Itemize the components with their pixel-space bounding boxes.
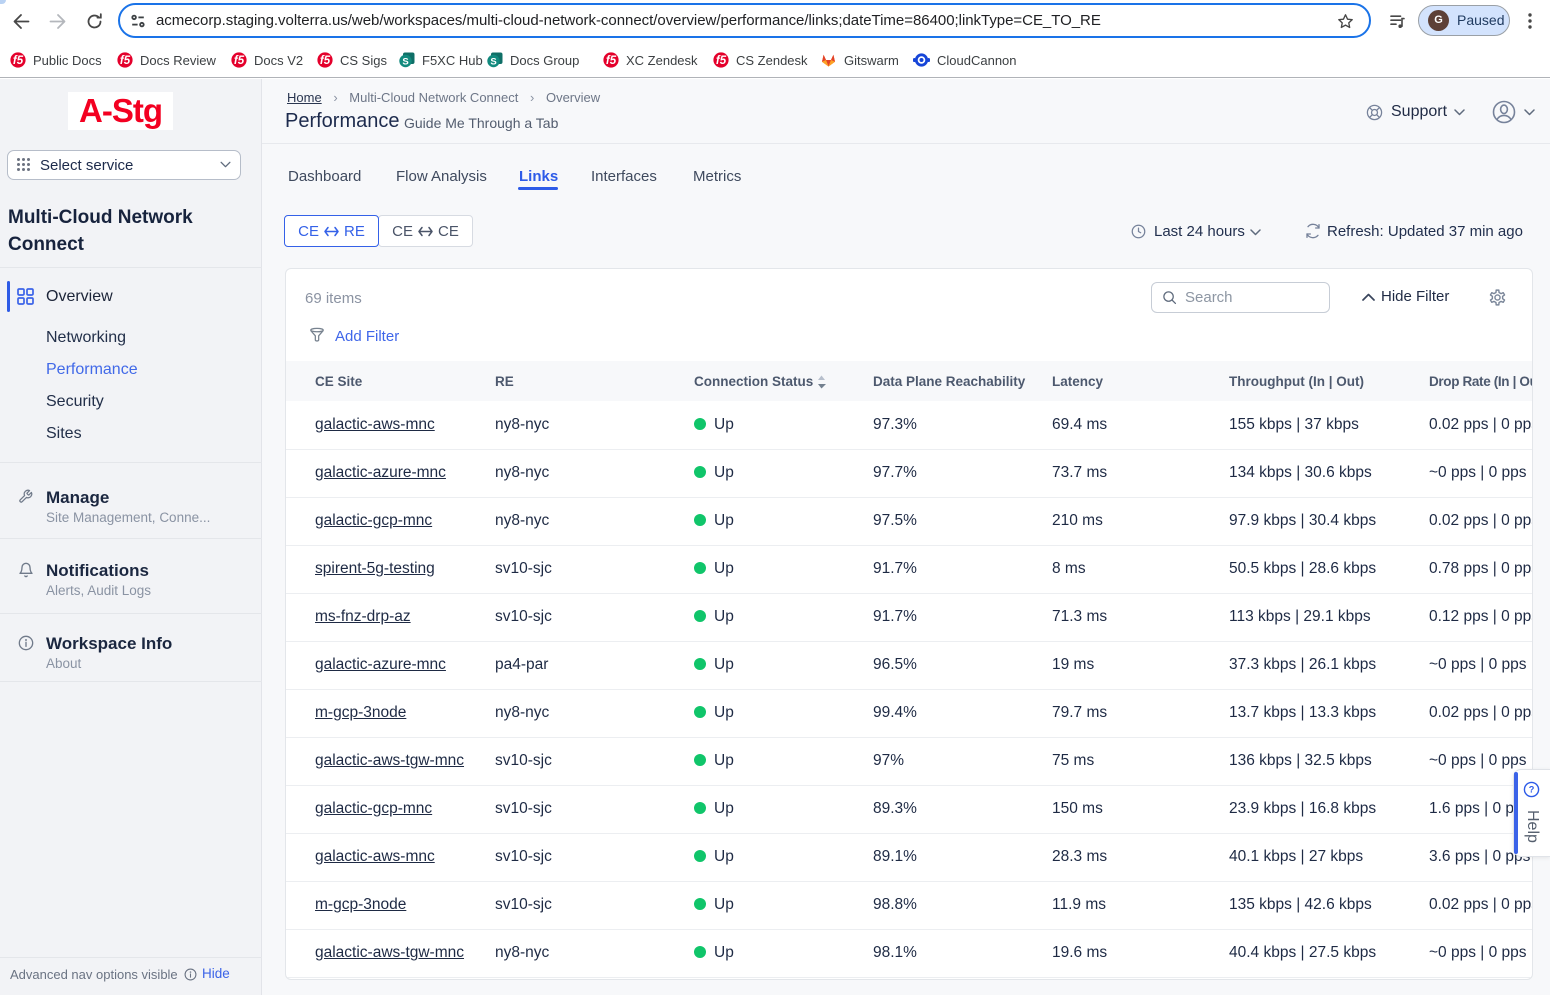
svg-text:f5: f5: [120, 55, 131, 67]
svg-text:f5: f5: [320, 55, 331, 67]
svg-text:f5: f5: [606, 55, 617, 67]
svg-text:f5: f5: [13, 55, 24, 67]
svg-text:?: ?: [1529, 785, 1535, 795]
svg-text:f5: f5: [234, 55, 245, 67]
svg-text:S: S: [402, 57, 408, 68]
svg-text:S: S: [490, 57, 496, 68]
svg-text:f5: f5: [716, 55, 727, 67]
